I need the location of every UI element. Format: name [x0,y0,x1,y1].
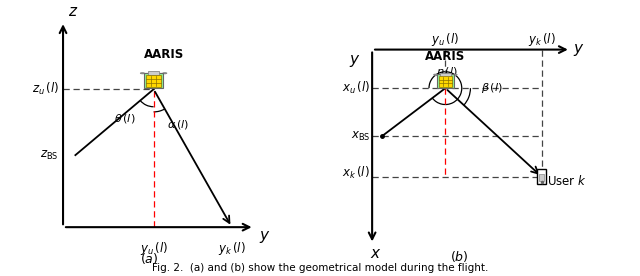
FancyBboxPatch shape [440,73,451,76]
Text: $\eta\,(l)$: $\eta\,(l)$ [436,65,458,79]
Text: $y$: $y$ [573,42,584,58]
Text: $x_k\,(l)$: $x_k\,(l)$ [342,165,370,181]
Text: Fig. 2.  (a) and (b) show the geometrical model during the flight.: Fig. 2. (a) and (b) show the geometrical… [152,263,488,273]
Text: AARIS: AARIS [425,50,465,63]
Text: $y_u\,(l)$: $y_u\,(l)$ [431,31,460,48]
Text: $\beta\,(l)$: $\beta\,(l)$ [481,81,503,95]
Text: $y$: $y$ [349,53,360,69]
Text: $x_u\,(l)$: $x_u\,(l)$ [342,80,370,96]
Text: $y_u\,(l)$: $y_u\,(l)$ [140,240,168,256]
Text: $y$: $y$ [259,229,270,245]
Text: $z_\mathrm{BS}$: $z_\mathrm{BS}$ [40,148,59,162]
Text: $\alpha\,(l)$: $\alpha\,(l)$ [166,118,189,131]
FancyBboxPatch shape [144,73,163,88]
Text: $z$: $z$ [68,4,79,19]
Text: $x_\mathrm{BS}$: $x_\mathrm{BS}$ [351,130,370,143]
Text: AARIS: AARIS [144,49,184,62]
Text: $z_u\,(l)$: $z_u\,(l)$ [32,81,59,97]
Text: User $k$: User $k$ [547,174,587,188]
FancyBboxPatch shape [538,169,546,184]
FancyBboxPatch shape [438,76,452,87]
Text: $y_k\,(l)$: $y_k\,(l)$ [528,31,556,48]
Text: $y_k\,(l)$: $y_k\,(l)$ [218,240,246,256]
Bar [539,174,545,181]
Text: $(a)$: $(a)$ [140,251,159,266]
FancyBboxPatch shape [146,75,161,87]
Text: $x$: $x$ [370,246,381,261]
FancyBboxPatch shape [436,75,454,88]
Text: $(b)$: $(b)$ [449,249,468,264]
FancyBboxPatch shape [148,71,159,75]
Text: $\theta\,(l)$: $\theta\,(l)$ [115,112,136,125]
